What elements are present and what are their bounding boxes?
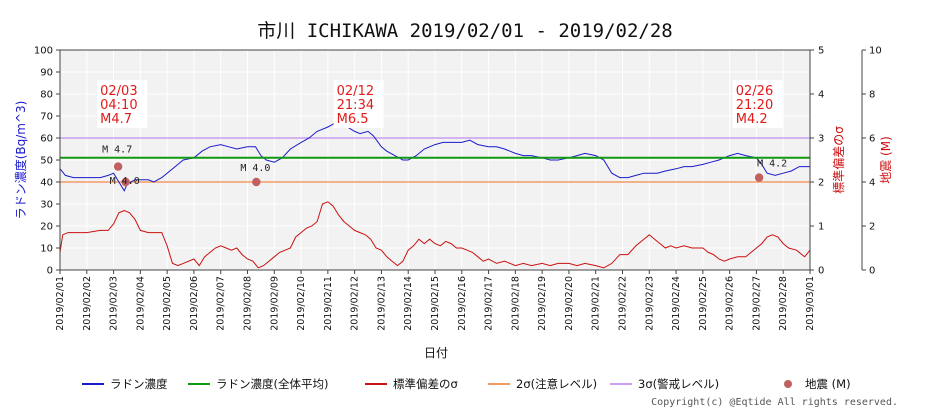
legend-label: 標準偏差のσ <box>393 377 458 391</box>
y-tick-label-mag: 8 <box>869 90 875 101</box>
y-axis-label-mag: 地震 (M) <box>879 136 893 184</box>
y-tick-label-left: 10 <box>40 244 53 255</box>
x-tick-label: 2019/02/14 <box>403 276 414 331</box>
y-tick-label-left: 80 <box>40 90 53 101</box>
earthquake-marker <box>113 162 123 171</box>
y-tick-label-left: 60 <box>40 134 53 145</box>
y-tick-label-left: 0 <box>47 266 53 277</box>
y-axis-label-sigma: 標準偏差のσ <box>831 126 846 194</box>
x-tick-label: 2019/02/27 <box>751 276 762 331</box>
annotation-line: 21:20 <box>736 98 773 113</box>
x-tick-label: 2019/02/26 <box>725 276 736 331</box>
x-tick-label: 2019/02/07 <box>216 276 227 331</box>
x-tick-label: 2019/02/01 <box>55 276 66 331</box>
x-tick-label: 2019/02/18 <box>510 276 521 331</box>
x-tick-label: 2019/03/01 <box>805 276 816 331</box>
earthquake-marker <box>754 173 764 182</box>
sigma-series-line <box>59 201 811 269</box>
annotation-line: 02/12 <box>337 84 374 99</box>
y-tick-label-mag: 10 <box>869 46 882 57</box>
y-tick-label-left: 90 <box>40 68 53 79</box>
x-tick-label: 2019/02/04 <box>135 276 146 331</box>
earthquake-marker <box>121 177 130 187</box>
x-tick-label: 2019/02/24 <box>671 276 682 331</box>
x-tick-label: 2019/02/11 <box>323 276 334 331</box>
legend-label: 2σ(注意レベル) <box>516 377 597 391</box>
x-tick-label: 2019/02/16 <box>457 276 468 331</box>
chart-title: 市川 ICHIKAWA 2019/02/01 - 2019/02/28 <box>257 20 673 42</box>
y-tick-label-left: 30 <box>40 200 53 211</box>
earthquake-label: M 4.7 <box>102 145 132 156</box>
annotation-line: 02/03 <box>100 84 137 99</box>
x-tick-label: 2019/02/06 <box>189 276 200 331</box>
y-tick-label-left: 50 <box>40 156 53 167</box>
y-tick-label-mag: 4 <box>869 178 875 189</box>
x-tick-label: 2019/02/21 <box>591 276 602 331</box>
radon-series-line <box>59 122 810 192</box>
earthquake-marker <box>252 177 261 187</box>
annotation-box <box>732 80 783 128</box>
x-tick-label: 2019/02/22 <box>618 276 629 331</box>
earthquake-label: M 4.0 <box>240 163 270 174</box>
legend-swatch <box>784 380 792 388</box>
y-tick-label-sigma: 0 <box>818 266 824 277</box>
x-tick-label: 2019/02/09 <box>269 276 280 331</box>
y-tick-label-mag: 6 <box>869 134 875 145</box>
y-tick-label-left: 100 <box>34 46 53 57</box>
annotation-line: 04:10 <box>100 98 137 113</box>
y-tick-label-sigma: 5 <box>818 46 824 57</box>
y-tick-label-sigma: 1 <box>818 222 824 233</box>
copyright-text: Copyright(c) @Eqtide All rights reserved… <box>651 397 898 408</box>
legend: ラドン濃度 ラドン濃度(全体平均) 標準偏差のσ 2σ(注意レベル) 3σ(警戒レベル)… <box>82 377 851 391</box>
x-tick-label: 2019/02/20 <box>564 276 575 331</box>
legend-label: 3σ(警戒レベル) <box>638 377 719 391</box>
x-tick-label: 2019/02/08 <box>243 276 254 331</box>
legend-label: ラドン濃度 <box>110 377 168 391</box>
x-tick-label: 2019/02/12 <box>350 276 361 331</box>
x-axis-label: 日付 <box>424 346 448 360</box>
x-tick-label: 2019/02/13 <box>376 276 387 331</box>
legend-label: ラドン濃度(全体平均) <box>216 377 328 391</box>
x-tick-label: 2019/02/03 <box>109 276 120 331</box>
y-tick-label-sigma: 3 <box>818 134 824 145</box>
annotation-box <box>333 80 384 128</box>
annotation-line: M4.2 <box>736 112 768 127</box>
annotation-line: 02/26 <box>736 84 773 99</box>
y-tick-label-left: 40 <box>40 178 53 189</box>
earthquake-label: M 4.0 <box>110 176 140 187</box>
x-tick-label: 2019/02/10 <box>296 276 307 331</box>
x-tick-label: 2019/02/17 <box>484 276 495 331</box>
x-tick-label: 2019/02/15 <box>430 276 441 331</box>
earthquake-label: M 4.2 <box>757 159 787 170</box>
y-tick-label-mag: 2 <box>869 222 875 233</box>
plot-area: 010203040506070809010001234502468102019/… <box>34 46 882 331</box>
x-tick-label: 2019/02/19 <box>537 276 548 331</box>
y-axis-label-left: ラドン濃度(Bq/m^3) <box>13 101 28 220</box>
y-tick-label-sigma: 4 <box>818 90 824 101</box>
annotation-line: 21:34 <box>337 98 374 113</box>
legend-label: 地震 (M) <box>805 377 851 391</box>
y-tick-label-left: 70 <box>40 112 53 123</box>
x-tick-label: 2019/02/28 <box>778 276 789 331</box>
annotation-box <box>97 80 148 128</box>
annotation-line: M6.5 <box>337 112 369 127</box>
y-tick-label-left: 20 <box>40 222 53 233</box>
x-tick-label: 2019/02/25 <box>698 276 709 331</box>
x-tick-label: 2019/02/23 <box>644 276 655 331</box>
x-tick-label: 2019/02/02 <box>82 276 93 331</box>
y-tick-label-sigma: 2 <box>818 178 824 189</box>
annotation-line: M4.7 <box>100 112 132 127</box>
y-tick-label-mag: 0 <box>869 266 875 277</box>
x-tick-label: 2019/02/05 <box>162 276 173 331</box>
